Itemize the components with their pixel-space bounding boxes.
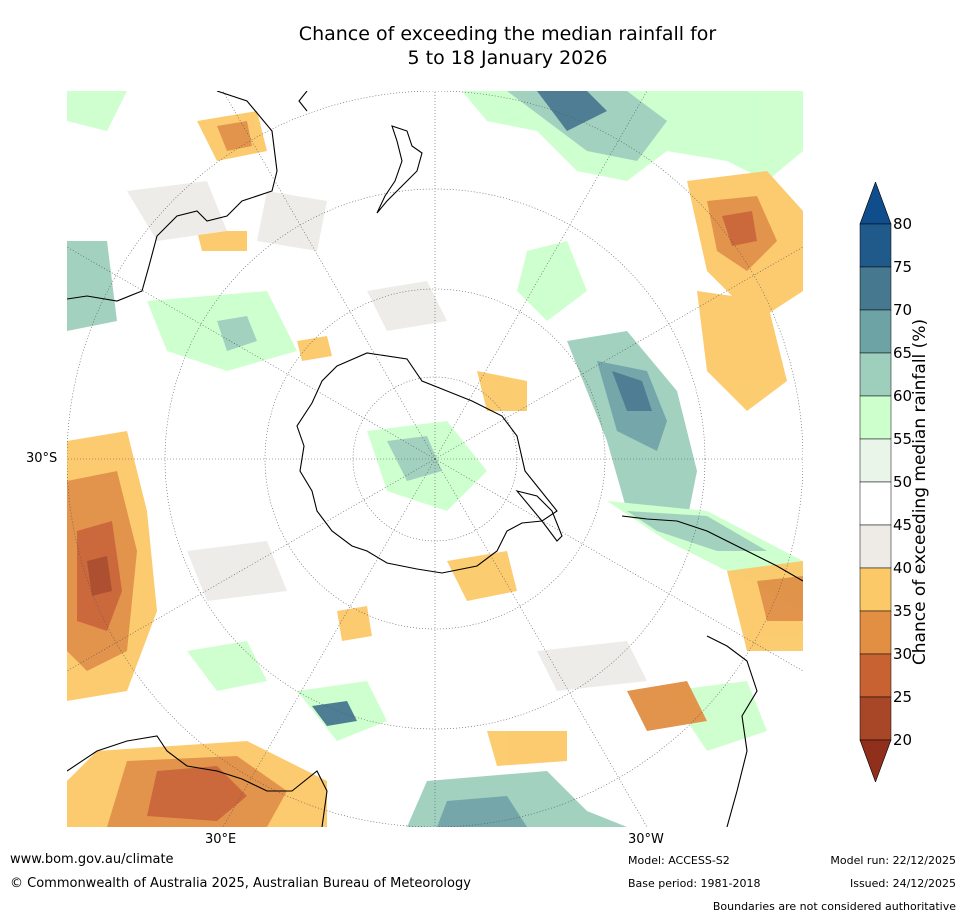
colorbar-segment-75-80: [859, 223, 892, 268]
colorbar-below-arrow: [859, 739, 892, 782]
issued-date: Issued: 24/12/2025: [849, 877, 956, 890]
antarctic-peninsula: [515, 490, 563, 542]
colorbar-tick-20: 20: [893, 731, 912, 749]
colorbar-segment-40-45: [859, 524, 892, 569]
website-link[interactable]: www.bom.gov.au/climate: [10, 852, 174, 867]
colorbar-segment-30-35: [859, 610, 892, 655]
lon-label-30w: 30°W: [628, 832, 664, 847]
colorbar-segment-20-25: [859, 696, 892, 741]
lat-label-30s: 30°S: [26, 451, 58, 466]
africa-coastline: [67, 735, 328, 827]
colorbar-segment-50-55: [859, 438, 892, 483]
copyright-text: © Commonwealth of Australia 2025, Austra…: [10, 876, 471, 891]
model-run-date: Model run: 22/12/2025: [830, 854, 956, 867]
lon-label-30e: 30°E: [205, 832, 237, 847]
model-name: Model: ACCESS-S2: [628, 854, 730, 867]
colorbar-segment-55-60: [859, 395, 892, 440]
colorbar-tick-25: 25: [893, 688, 912, 706]
colorbar-tick-60: 60: [893, 387, 912, 405]
colorbar: 80 75 70 65 60 55 50 45 40 35 30 25 20: [859, 182, 912, 782]
rainfall-map: [67, 91, 803, 827]
colorbar-tick-30: 30: [893, 645, 912, 663]
colorbar-segment-60-65: [859, 352, 892, 397]
title-line-2: 5 to 18 January 2026: [407, 47, 608, 69]
australia-coastline: [67, 91, 278, 302]
antarctica-coastline: [296, 352, 558, 574]
colorbar-tick-45: 45: [893, 516, 912, 534]
colorbar-tick-75: 75: [893, 258, 912, 276]
title-line-1: Chance of exceeding the median rainfall …: [298, 23, 717, 45]
colorbar-segment-25-30: [859, 653, 892, 698]
colorbar-tick-80: 80: [893, 215, 912, 233]
colorbar-tick-35: 35: [893, 602, 912, 620]
boundaries-disclaimer: Boundaries are not considered authoritat…: [712, 900, 956, 913]
colorbar-above-arrow: [859, 182, 892, 225]
new-zealand-coastline: [376, 125, 423, 214]
colorbar-label: Chance of exceeding median rainfall (%): [910, 318, 930, 666]
colorbar-tick-70: 70: [893, 301, 912, 319]
colorbar-tick-55: 55: [893, 430, 912, 448]
colorbar-tick-40: 40: [893, 559, 912, 577]
coastlines: [67, 91, 803, 827]
tasmania-coastline: [298, 91, 308, 112]
base-period: Base period: 1981-2018: [628, 877, 761, 890]
colorbar-segment-45-50: [859, 481, 892, 526]
colorbar-segment-65-70: [859, 309, 892, 354]
below-median-patches: [67, 111, 803, 827]
map-title: Chance of exceeding the median rainfall …: [0, 22, 965, 70]
colorbar-segment-35-40: [859, 567, 892, 612]
colorbar-tick-65: 65: [893, 344, 912, 362]
south-america-coastline: [621, 515, 803, 827]
colorbar-segment-70-75: [859, 266, 892, 311]
graticule: [67, 91, 803, 827]
colorbar-tick-50: 50: [893, 473, 912, 491]
above-median-patches: [67, 91, 803, 827]
